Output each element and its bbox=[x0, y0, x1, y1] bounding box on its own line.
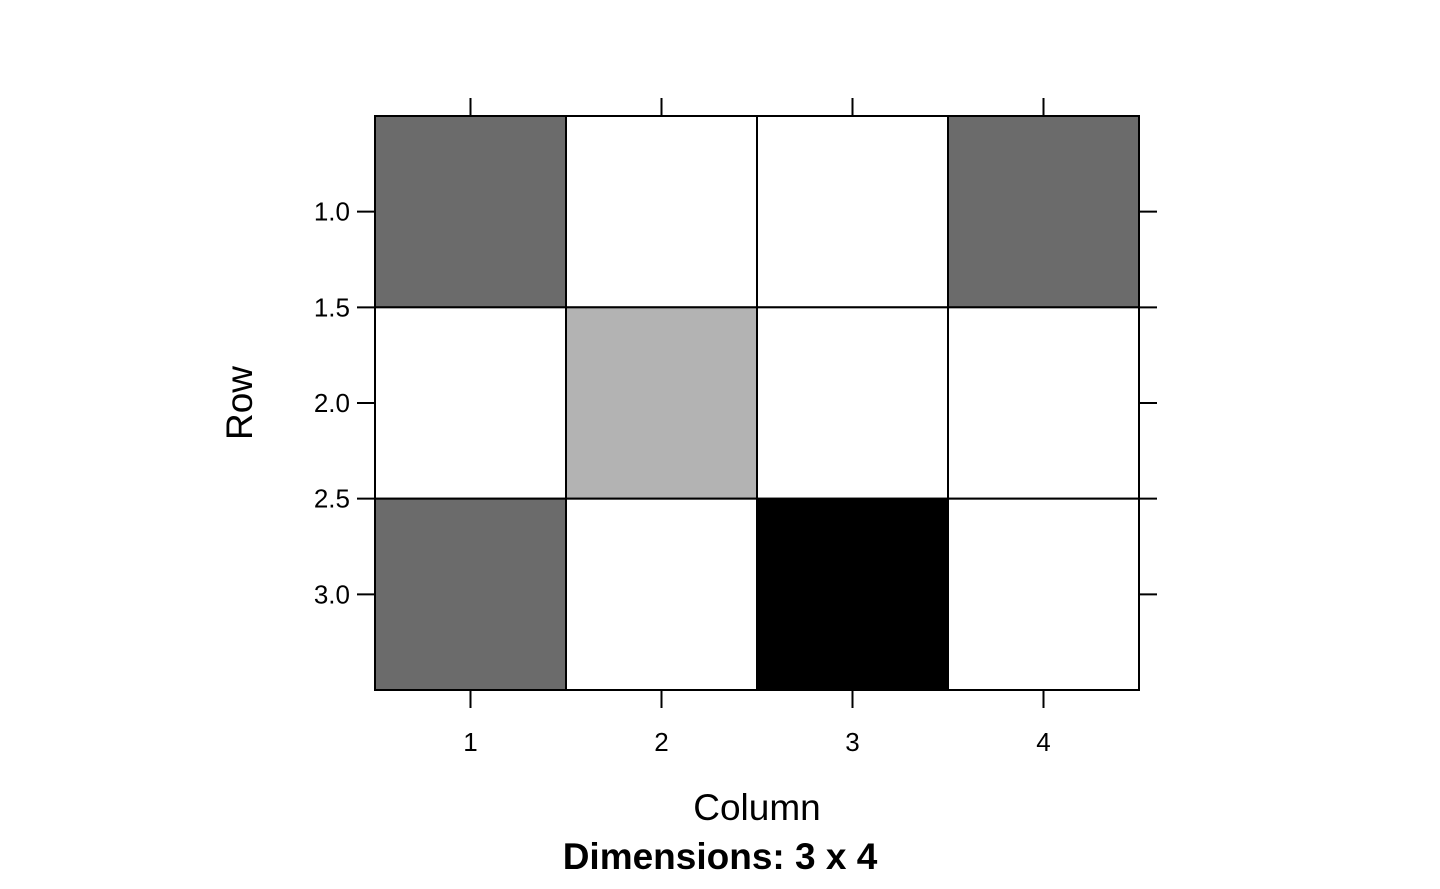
heatmap-cell-r1-c4 bbox=[947, 115, 1140, 309]
heatmap-cell-r3-c2 bbox=[565, 497, 758, 691]
heatmap-cell-r1-c1 bbox=[374, 115, 567, 309]
labels-layer: 1 2 3 4 1.0 1.5 2.0 2.5 3.0 bbox=[314, 197, 1051, 757]
heatmap-cell-r2-c1 bbox=[374, 306, 567, 500]
heatmap-cell-r2-c4 bbox=[947, 306, 1140, 500]
x-tick-label: 1 bbox=[463, 727, 477, 757]
x-tick-label: 4 bbox=[1036, 727, 1050, 757]
heatmap-cell-r3-c1 bbox=[374, 497, 567, 691]
y-axis-title: Row bbox=[219, 366, 260, 440]
y-tick-label: 1.5 bbox=[314, 292, 350, 322]
heatmap-cell-r2-c2 bbox=[565, 306, 758, 500]
x-axis-title: Column bbox=[693, 787, 821, 828]
chart-subtitle: Dimensions: 3 x 4 bbox=[563, 836, 878, 877]
heatmap-cell-r2-c3 bbox=[756, 306, 949, 500]
y-tick-label: 2.5 bbox=[314, 484, 350, 514]
y-tick-label: 2.0 bbox=[314, 388, 350, 418]
heatmap-cell-r3-c4 bbox=[947, 497, 1140, 691]
y-tick-label: 1.0 bbox=[314, 197, 350, 227]
x-tick-label: 3 bbox=[845, 727, 859, 757]
y-tick-label: 3.0 bbox=[314, 579, 350, 609]
ticks-layer bbox=[357, 98, 1157, 708]
heatmap-cell-r1-c2 bbox=[565, 115, 758, 309]
cells-layer bbox=[374, 115, 1140, 691]
heatmap-cell-r1-c3 bbox=[756, 115, 949, 309]
heatmap-cell-r3-c3 bbox=[756, 497, 949, 691]
x-tick-label: 2 bbox=[654, 727, 668, 757]
